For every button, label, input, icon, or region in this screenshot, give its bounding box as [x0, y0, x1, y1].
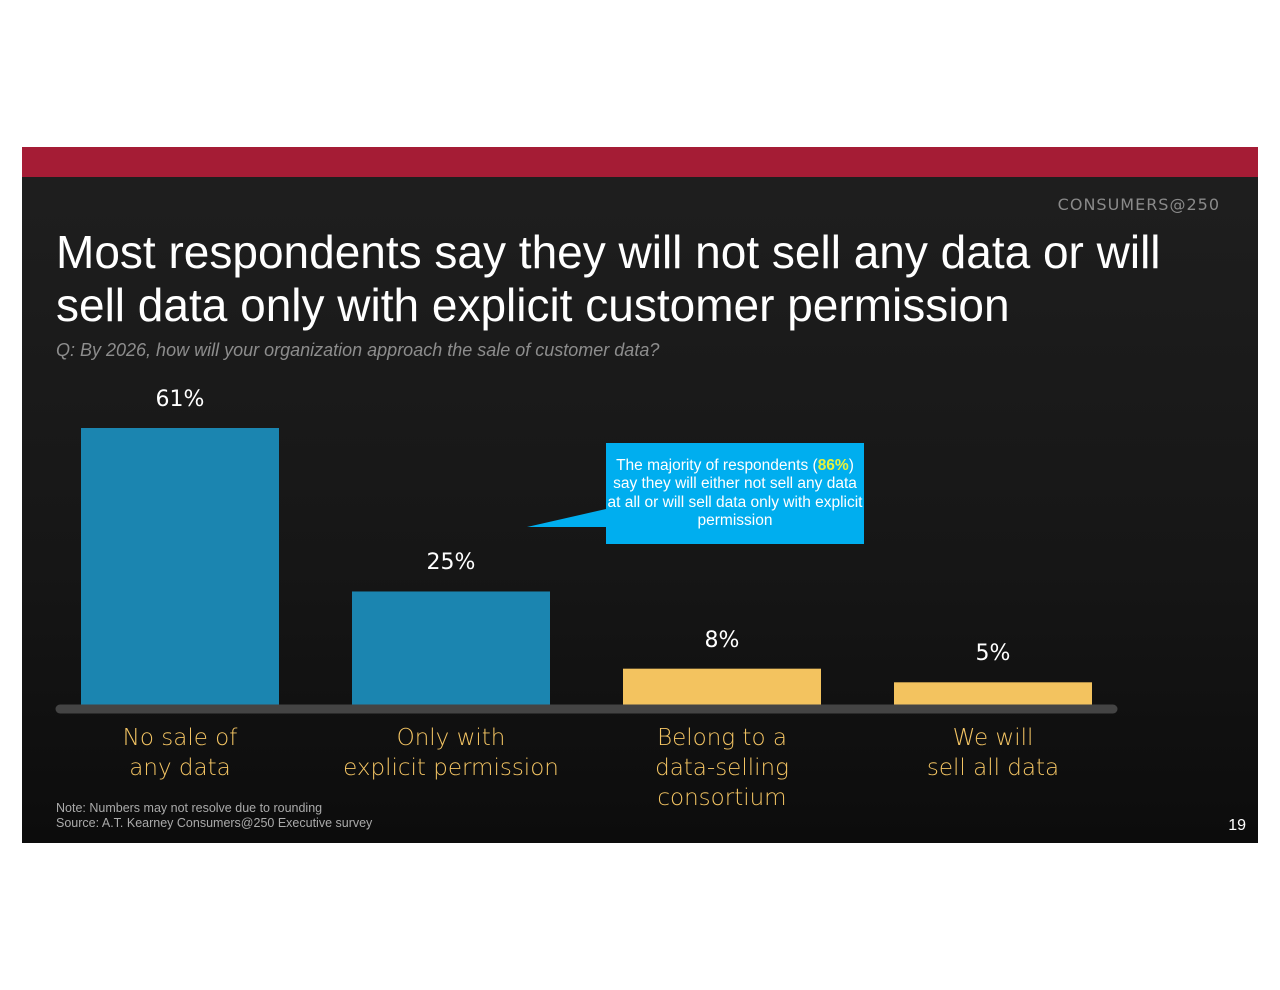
header-band [22, 147, 1258, 177]
title: Most respondents say they will not sell … [56, 226, 1161, 331]
callout-box [606, 443, 864, 544]
bar [81, 428, 279, 705]
subtitle: Q: By 2026, how will your organization a… [56, 340, 660, 360]
brand: CONSUMERS@250 [1057, 195, 1220, 214]
callout-highlight: 86% [817, 456, 849, 474]
x-tick-label: Only with explicit permission [343, 725, 559, 781]
bar [352, 591, 550, 705]
value-label: 61% [155, 387, 205, 412]
value-label: 8% [704, 627, 740, 653]
x-tick-label: We will sell all data [926, 725, 1060, 781]
bar [894, 682, 1092, 705]
value-label: 25% [426, 550, 476, 576]
callout-text: The majority of respondents ( [616, 456, 818, 474]
callout-text: ) say they will either not sell any data… [607, 456, 863, 530]
value-label: 5% [975, 641, 1011, 667]
x-tick-label: Belong to a data-selling consortium [655, 725, 789, 811]
x-tick-label: No sale of any data [122, 725, 238, 781]
source: Source: A.T. Kearney Consumers@250 Execu… [56, 816, 373, 830]
bar [623, 668, 821, 705]
chart [55, 428, 1118, 714]
slide: CONSUMERS@250 Most respondents say they … [22, 147, 1258, 843]
callout: The majority of respondents (86%) say th… [606, 443, 864, 544]
callout-tail [527, 509, 606, 527]
page-number: 19 [1228, 817, 1246, 834]
note: Note: Numbers may not resolve due to rou… [56, 801, 323, 815]
